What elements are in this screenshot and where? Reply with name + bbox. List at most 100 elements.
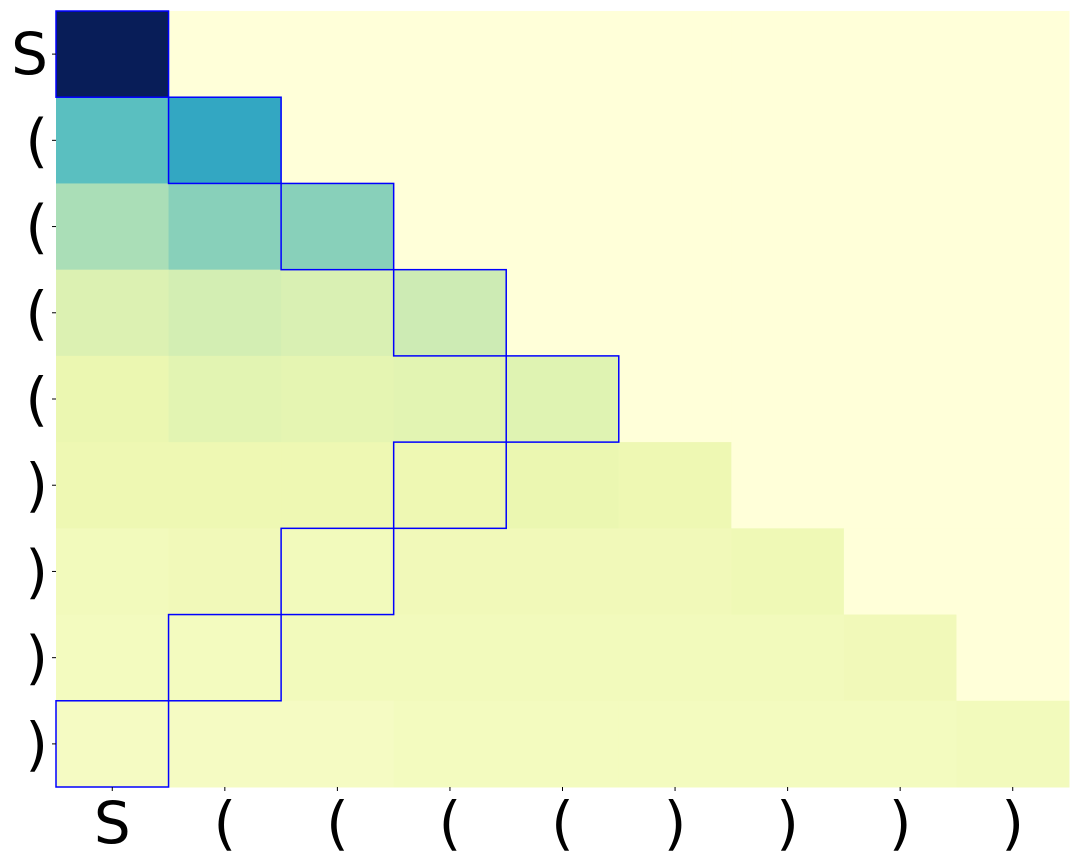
masked-cell [843, 442, 957, 529]
masked-cell [731, 442, 845, 529]
heatmap-cell [506, 700, 620, 788]
y-tick-label: ) [25, 451, 48, 519]
y-tick-label: ( [25, 365, 48, 433]
heatmap-cell [618, 700, 732, 788]
heatmap-cell [956, 700, 1070, 788]
heatmap-cell [281, 528, 395, 616]
masked-cell [843, 269, 957, 357]
y-tick-label: ) [25, 624, 48, 692]
heatmap-cell [618, 528, 732, 616]
heatmap-cell [168, 269, 282, 357]
highlight-box [392, 268, 507, 357]
heatmap-cell [168, 528, 282, 616]
masked-cell [168, 11, 282, 98]
heatmap-cell [393, 528, 507, 616]
masked-cell [506, 97, 620, 184]
heatmap-cell [56, 614, 170, 702]
heatmap-cell [56, 97, 170, 184]
highlight-boxes [55, 10, 620, 788]
heatmap-cell [506, 355, 620, 443]
masked-cell [843, 11, 957, 98]
heatmap-cell [506, 614, 620, 702]
heatmap-cell [56, 183, 170, 271]
x-tick-label: ) [1001, 789, 1024, 857]
heatmap-cell [843, 700, 957, 788]
masked-cell [956, 614, 1070, 702]
y-tick-label: ( [25, 279, 48, 347]
heatmap-cell [56, 700, 170, 788]
heatmap-cell [168, 442, 282, 529]
masked-cell [956, 183, 1070, 271]
masked-cell [618, 269, 732, 357]
heatmap-cells [56, 11, 1070, 788]
masked-cell [393, 11, 507, 98]
heatmap-cell [281, 269, 395, 357]
masked-cell [731, 269, 845, 357]
highlight-box [280, 527, 395, 616]
masked-cell [618, 97, 732, 184]
heatmap-cell [168, 355, 282, 443]
masked-cell [618, 11, 732, 98]
masked-cell [393, 97, 507, 184]
heatmap-cell [281, 183, 395, 271]
y-tick-label: ) [25, 537, 48, 605]
heatmap-cell [506, 442, 620, 529]
heatmap-cell [168, 97, 282, 184]
heatmap-cell [393, 269, 507, 357]
masked-cell [618, 355, 732, 443]
masked-cell [956, 528, 1070, 616]
masked-cell [281, 11, 395, 98]
y-tick-label: ) [25, 710, 48, 778]
masked-cell [956, 269, 1070, 357]
masked-cell [281, 97, 395, 184]
y-axis: S ( ( ( ()))) [11, 20, 56, 778]
masked-cell [956, 11, 1070, 98]
masked-cell [731, 355, 845, 443]
x-tick-label: ( [439, 789, 462, 857]
heatmap-cell [168, 614, 282, 702]
masked-cell [393, 183, 507, 271]
heatmap-cell [731, 614, 845, 702]
highlight-box [167, 96, 282, 185]
highlight-box [280, 182, 395, 271]
x-tick-label: S [94, 789, 131, 857]
highlight-box [167, 613, 282, 702]
x-tick-label: ( [214, 789, 237, 857]
heatmap-cell [731, 528, 845, 616]
heatmap-cell [56, 528, 170, 616]
masked-cell [956, 442, 1070, 529]
masked-cell [956, 355, 1070, 443]
heatmap-cell [281, 355, 395, 443]
masked-cell [956, 97, 1070, 184]
masked-cell [731, 183, 845, 271]
heatmap-cell [618, 614, 732, 702]
heatmap-cell [731, 700, 845, 788]
y-tick-label: ( [25, 193, 48, 261]
heatmap-cell [281, 614, 395, 702]
masked-cell [843, 528, 957, 616]
heatmap-cell [56, 269, 170, 357]
heatmap-cell [281, 442, 395, 529]
heatmap-cell [56, 11, 170, 98]
x-tick-label: ( [326, 789, 349, 857]
masked-cell [506, 269, 620, 357]
masked-cell [843, 183, 957, 271]
heatmap-cell [393, 700, 507, 788]
masked-cell [731, 97, 845, 184]
heatmap-cell [393, 614, 507, 702]
x-tick-label: ) [776, 789, 799, 857]
y-tick-label: ( [25, 106, 48, 174]
heatmap-cell [618, 442, 732, 529]
masked-cell [618, 183, 732, 271]
masked-cell [506, 11, 620, 98]
x-axis: S (((()))) [94, 787, 1024, 857]
highlight-box [505, 355, 620, 443]
x-tick-label: ) [889, 789, 912, 857]
masked-cell [506, 183, 620, 271]
y-tick-label: S [11, 20, 48, 88]
heatmap-cell [843, 614, 957, 702]
heatmap-cell [168, 183, 282, 271]
heatmap-cell [506, 528, 620, 616]
masked-cell [843, 97, 957, 184]
